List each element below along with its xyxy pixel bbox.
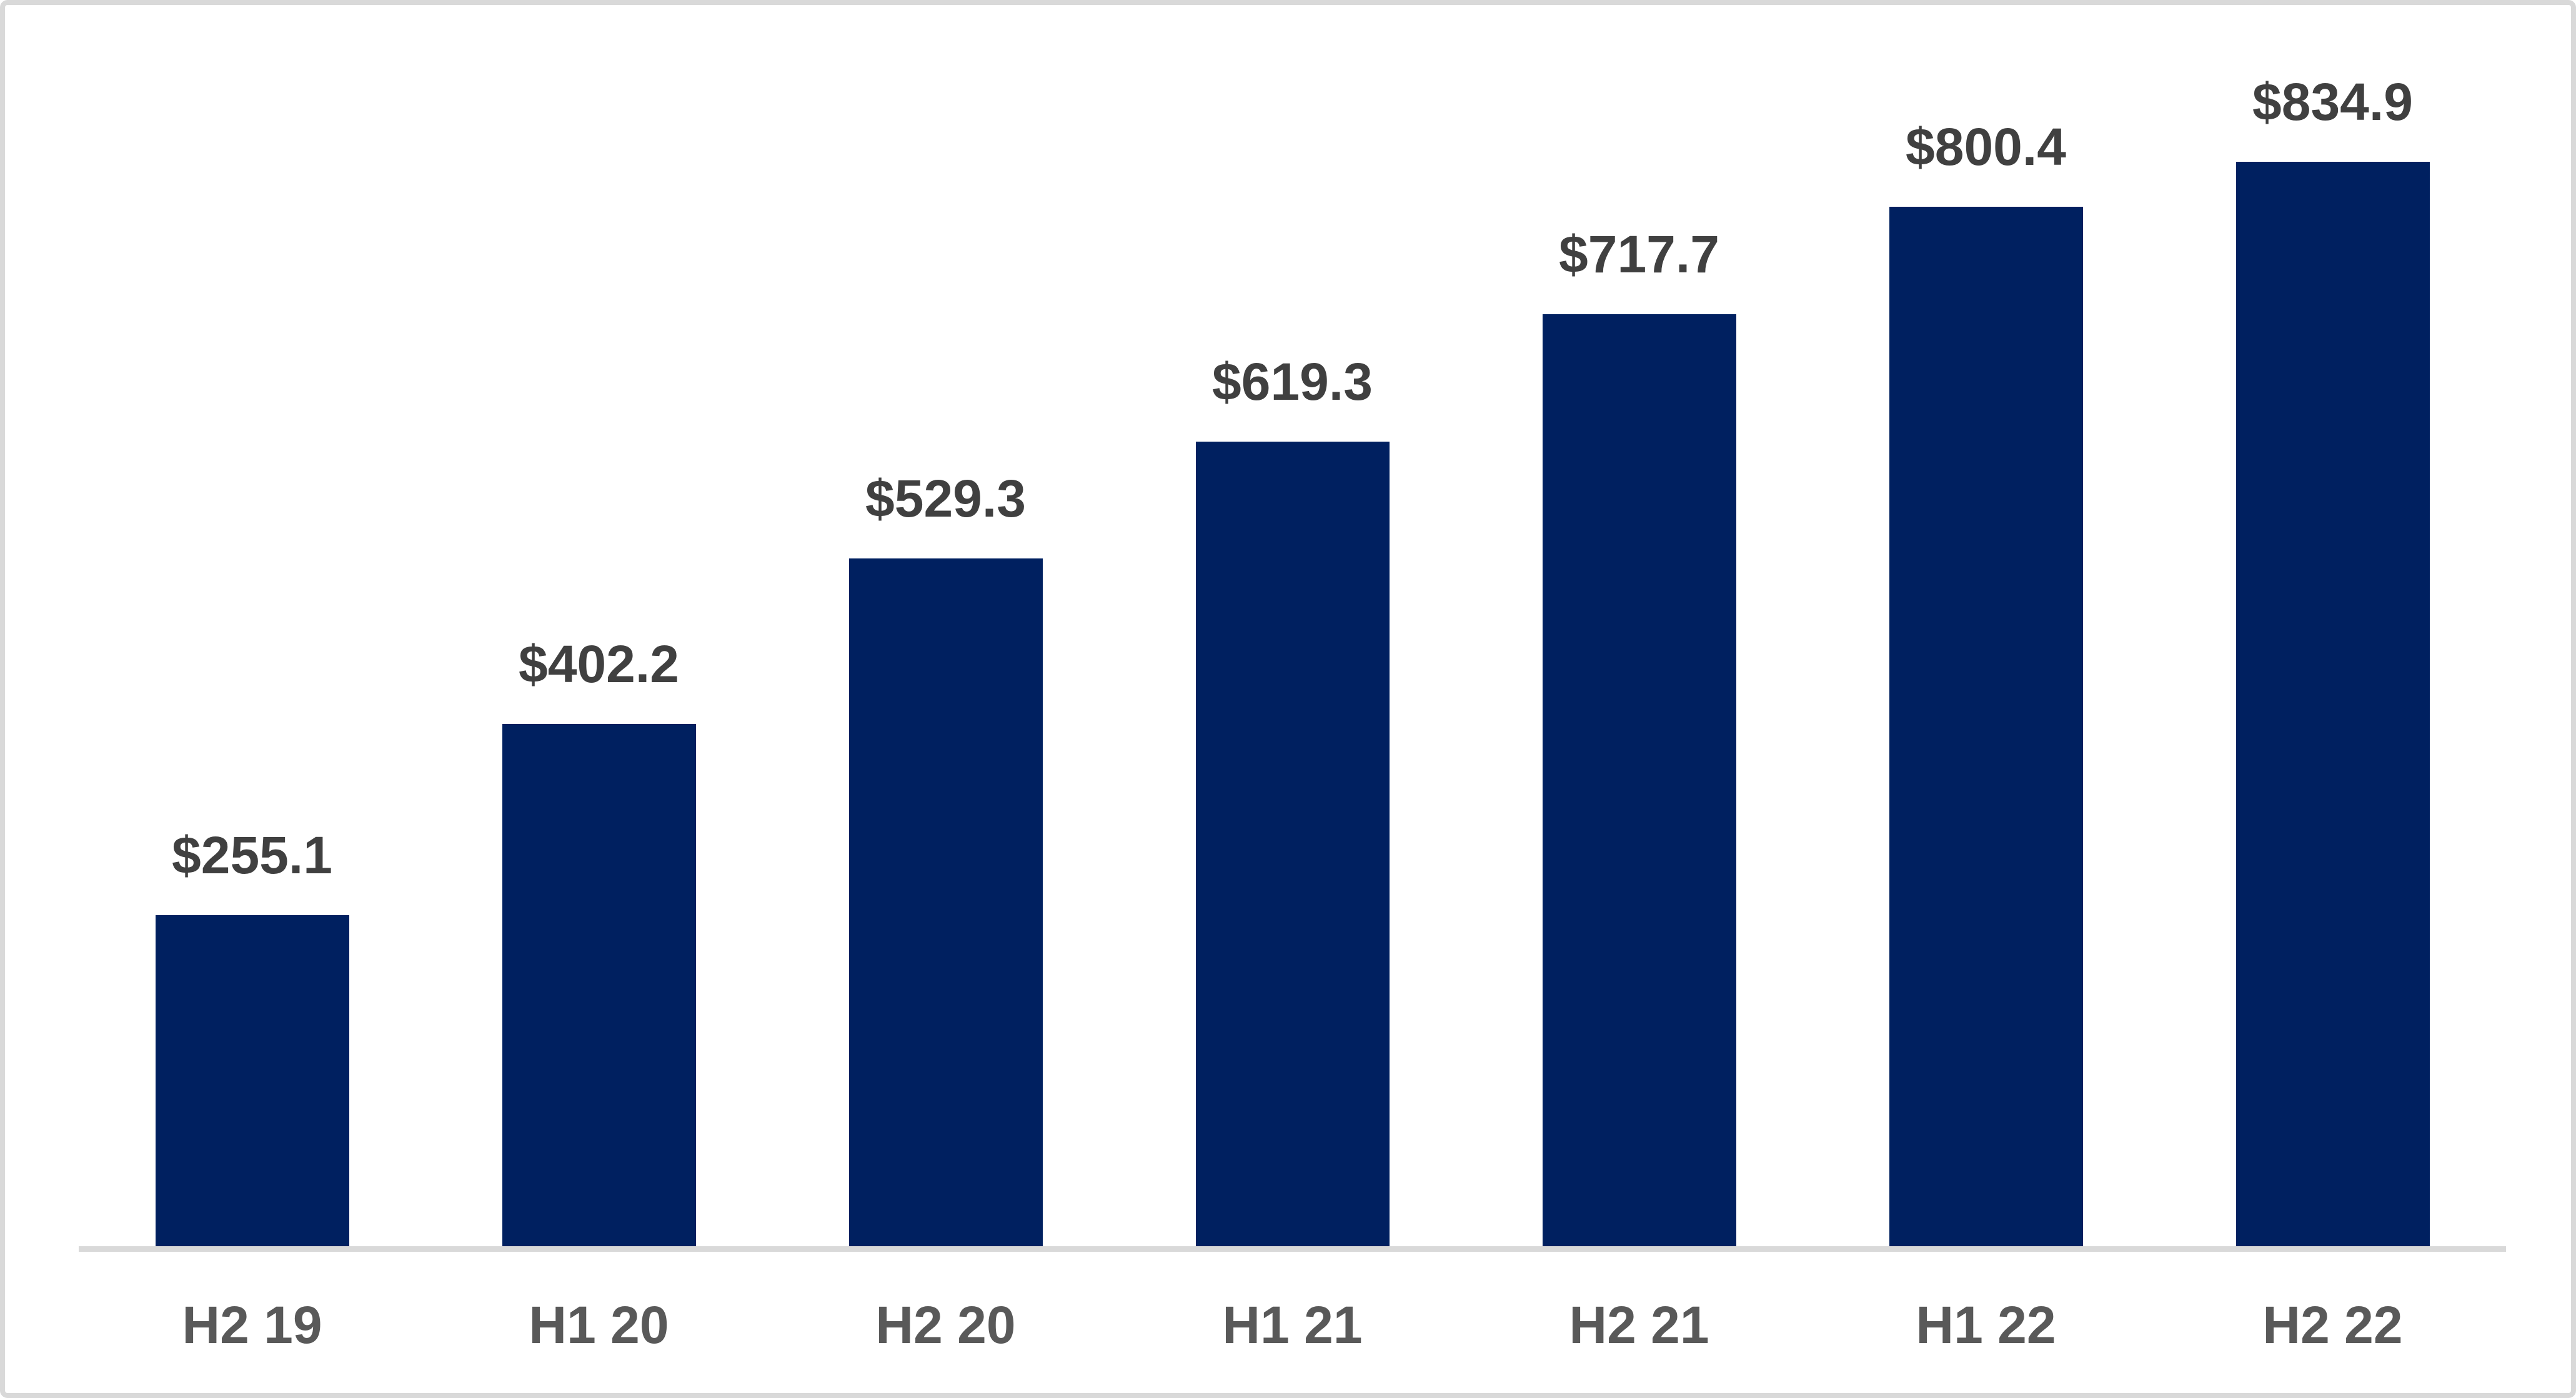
x-axis-label: H2 22 xyxy=(2262,1296,2403,1354)
bar-column: $402.2 xyxy=(425,10,772,1246)
bar-value-label: $402.2 xyxy=(519,634,679,693)
bar-column: $800.4 xyxy=(1813,10,2159,1246)
bar-value-label: $529.3 xyxy=(865,468,1026,528)
bar xyxy=(1195,442,1390,1246)
bar xyxy=(1889,207,2083,1246)
bar-value-label: $255.1 xyxy=(172,825,332,885)
bar-value-label: $619.3 xyxy=(1212,352,1373,411)
x-axis-label: H1 21 xyxy=(1222,1296,1363,1354)
bar-column: $619.3 xyxy=(1119,10,1466,1246)
bar-value-label: $834.9 xyxy=(2252,72,2413,131)
bar xyxy=(2235,162,2430,1246)
bar-column: $834.9 xyxy=(2159,10,2506,1246)
x-axis-label: H1 22 xyxy=(1916,1296,2056,1354)
x-axis-label: H2 20 xyxy=(875,1296,1016,1354)
x-axis-label: H2 21 xyxy=(1569,1296,1709,1354)
bar xyxy=(848,558,1043,1246)
bar xyxy=(155,915,349,1246)
x-axis-labels-row: H2 19 H1 20 H2 20 H1 21 H2 21 H1 22 H2 22 xyxy=(79,1294,2506,1356)
bar xyxy=(1542,314,1736,1246)
bar-value-label: $717.7 xyxy=(1559,224,1719,284)
bar-chart: $255.1 $402.2 $529.3 $619.3 $717.7 $800.4 $834… xyxy=(79,10,2506,1398)
bars-row: $255.1 $402.2 $529.3 $619.3 $717.7 $800.4 $834… xyxy=(79,10,2506,1246)
bar-value-label: $800.4 xyxy=(1906,117,2066,176)
bar-column: $529.3 xyxy=(772,10,1119,1246)
bar xyxy=(502,724,696,1246)
x-axis-label: H1 20 xyxy=(529,1296,669,1354)
x-axis-line xyxy=(79,1246,2506,1252)
bar-column: $717.7 xyxy=(1466,10,1813,1246)
bar-column: $255.1 xyxy=(79,10,425,1246)
x-axis-label: H2 19 xyxy=(182,1296,322,1354)
